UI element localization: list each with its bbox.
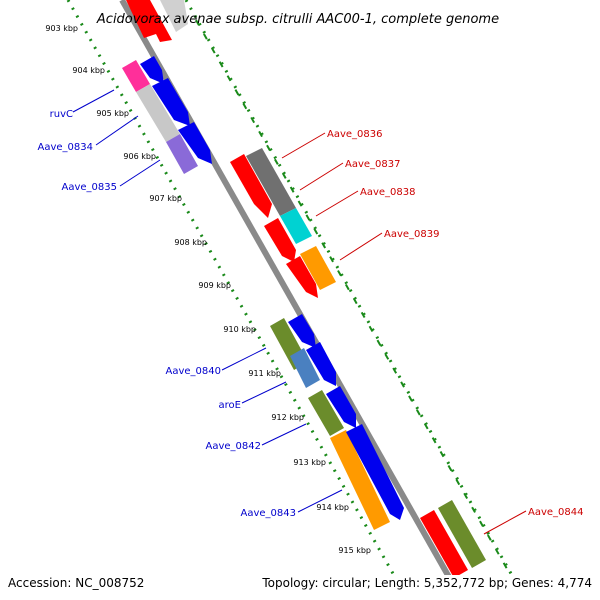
- gene-label-aave0840[interactable]: Aave_0840: [166, 366, 222, 377]
- gene-blue-3[interactable]: [178, 122, 212, 164]
- gene-aave0834-gray[interactable]: [136, 84, 180, 142]
- accession-text: Accession: NC_008752: [8, 576, 145, 590]
- tick-label: 906 kbp: [123, 152, 156, 161]
- tick-label: 915 kbp: [338, 546, 371, 555]
- gene-aave0836-darkgray[interactable]: [246, 148, 296, 216]
- gene-top-gray[interactable]: [160, 0, 188, 32]
- gene-blue-6[interactable]: [326, 386, 356, 428]
- gene-red-4[interactable]: [420, 510, 468, 578]
- gene-label-aave0834[interactable]: Aave_0834: [38, 142, 94, 153]
- gene-ruvc-magenta[interactable]: [122, 60, 150, 92]
- gene-aave0835-purple[interactable]: [166, 134, 198, 174]
- gene-blue-7[interactable]: [346, 424, 404, 520]
- gene-red-2[interactable]: [264, 218, 296, 262]
- tick-label: 912 kbp: [271, 413, 304, 422]
- map-title: Acidovorax avenae subsp. citrulli AAC00-…: [96, 12, 499, 27]
- gene-label-aave0839[interactable]: Aave_0839: [384, 229, 440, 240]
- gene-blue-4[interactable]: [288, 314, 316, 348]
- gene-label-aave0838[interactable]: Aave_0838: [360, 187, 416, 198]
- gene-red-3[interactable]: [286, 256, 318, 298]
- gene-features: [122, 0, 486, 578]
- gene-aave0842-olive[interactable]: [308, 390, 344, 436]
- left-dotted-track: [66, 0, 396, 575]
- topology-text: Topology: circular; Length: 5,352,772 bp…: [262, 576, 592, 590]
- tick-label: 905 kbp: [96, 109, 129, 118]
- tick-label: 908 kbp: [174, 238, 207, 247]
- gene-label-aave0835[interactable]: Aave_0835: [62, 182, 118, 193]
- gene-label-aave0836[interactable]: Aave_0836: [327, 129, 383, 140]
- tick-label: 909 kbp: [198, 281, 231, 290]
- tick-label: 914 kbp: [316, 503, 349, 512]
- tick-label: 910 kbp: [223, 325, 256, 334]
- gene-label-ruvc[interactable]: ruvC: [50, 109, 73, 120]
- gene-label-aave0837[interactable]: Aave_0837: [345, 159, 401, 170]
- gene-blue-1[interactable]: [140, 56, 164, 84]
- tick-label: 903 kbp: [45, 24, 78, 33]
- right-gene-labels: Aave_0836 Aave_0837 Aave_0838 Aave_0839 …: [327, 129, 584, 518]
- left-gene-labels: ruvC Aave_0834 Aave_0835 Aave_0840 aroE …: [38, 109, 297, 519]
- tick-label: 904 kbp: [72, 66, 105, 75]
- gene-aave0839-orange[interactable]: [300, 246, 336, 290]
- gene-label-aave0844[interactable]: Aave_0844: [528, 507, 584, 518]
- gene-aave0837-cyan[interactable]: [280, 208, 312, 244]
- label-callouts: [72, 89, 527, 535]
- tick-label: 911 kbp: [248, 369, 281, 378]
- right-ruler-dashes: [195, 19, 512, 575]
- gene-aave0844-olive[interactable]: [438, 500, 486, 568]
- tick-label: 907 kbp: [149, 194, 182, 203]
- gene-label-aave0843[interactable]: Aave_0843: [241, 508, 297, 519]
- gene-blue-5[interactable]: [306, 342, 336, 386]
- gene-top-red[interactable]: [126, 0, 172, 42]
- gene-label-aroe[interactable]: aroE: [219, 400, 241, 411]
- ruler-tick-labels: 903 kbp 904 kbp 905 kbp 906 kbp 907 kbp …: [45, 24, 371, 555]
- gene-aroe-steelblue[interactable]: [290, 348, 320, 388]
- gene-aave0843-orange[interactable]: [330, 430, 390, 530]
- tick-label: 913 kbp: [293, 458, 326, 467]
- gene-label-aave0842[interactable]: Aave_0842: [206, 441, 262, 452]
- gene-blue-2[interactable]: [152, 78, 190, 126]
- gene-red-1[interactable]: [230, 154, 272, 218]
